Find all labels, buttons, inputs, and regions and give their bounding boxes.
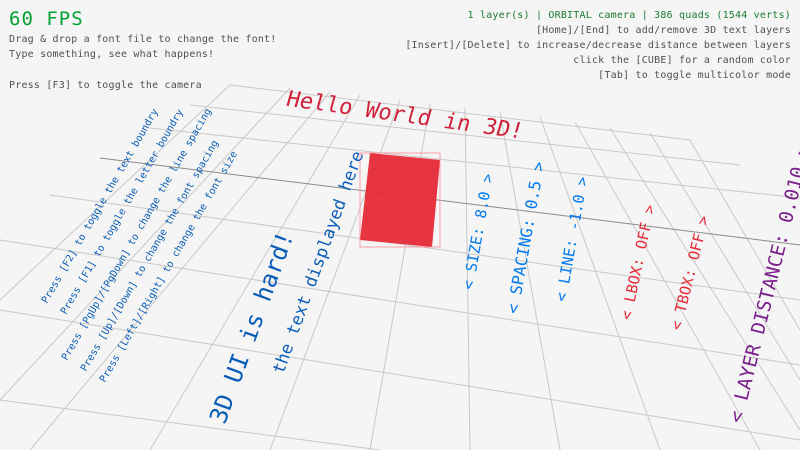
grid-line xyxy=(649,132,800,381)
help-cube: click the [CUBE] for a random color xyxy=(573,55,791,66)
grid-line xyxy=(149,127,800,199)
grid-line xyxy=(0,309,800,441)
help-distance: [Insert]/[Delete] to increase/decrease d… xyxy=(405,40,791,51)
status-line: 1 layer(s) | ORBITAL camera | 386 quads … xyxy=(467,10,791,21)
cube[interactable] xyxy=(359,152,441,248)
grid-line xyxy=(0,399,381,450)
help-layers: [Home]/[End] to add/remove 3D text layer… xyxy=(535,25,791,36)
grid-line xyxy=(499,111,561,450)
help-drag-drop: Drag & drop a font file to change the fo… xyxy=(9,34,277,45)
grid-line xyxy=(149,94,361,450)
grid-line xyxy=(99,157,800,246)
grid-line xyxy=(0,87,291,401)
grid-line xyxy=(609,127,800,431)
grid-line xyxy=(49,194,800,301)
grid-line xyxy=(464,107,471,450)
fps-counter: 60 FPS xyxy=(9,8,84,30)
grid-line xyxy=(229,84,691,141)
help-multicolor: [Tab] to toggle multicolor mode xyxy=(598,70,791,81)
help-type: Type something, see what happens! xyxy=(9,49,215,60)
help-camera: Press [F3] to toggle the camera xyxy=(9,80,202,91)
grid-line xyxy=(189,104,741,166)
grid-line xyxy=(689,139,800,331)
grid-line xyxy=(29,91,331,450)
grid-line xyxy=(0,84,231,301)
grid-line xyxy=(0,239,800,366)
